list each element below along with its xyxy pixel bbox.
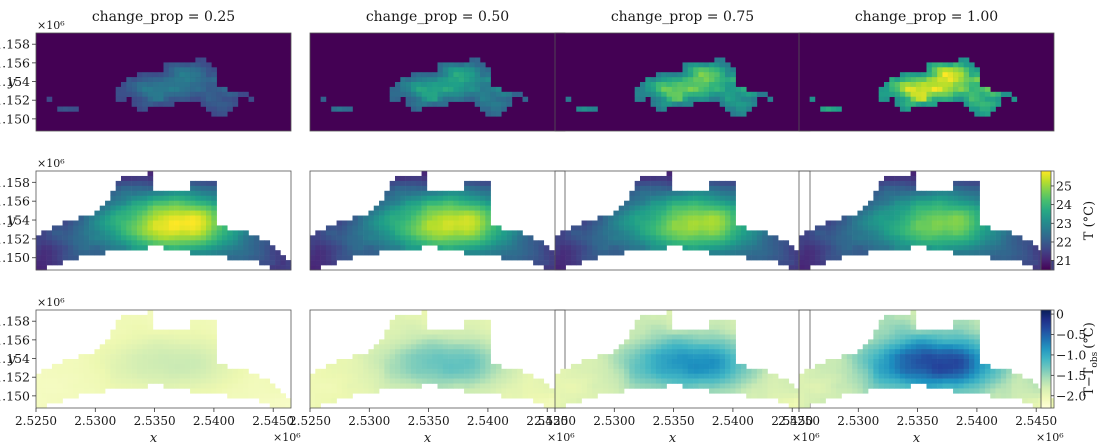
y-multiplier: ×10⁶ bbox=[37, 157, 65, 170]
panel-r3-c4 bbox=[798, 309, 1055, 409]
panel-r1-c1 bbox=[35, 32, 292, 132]
x-multiplier: ×10⁶ bbox=[273, 431, 301, 444]
colorbar-tick-label: −2.0 bbox=[1056, 388, 1086, 403]
colorbar-tick-label: 0 bbox=[1056, 307, 1064, 322]
y-tick-label: 1.158 bbox=[0, 37, 30, 52]
y-axis-label: y bbox=[7, 214, 16, 229]
x-tick-label: 2.5250 bbox=[289, 414, 331, 428]
y-tick-label: 1.156 bbox=[0, 55, 30, 70]
x-axis-label: x bbox=[424, 431, 432, 446]
y-tick-label: 1.150 bbox=[0, 250, 30, 265]
colorbar-tick-label: −1.0 bbox=[1056, 347, 1086, 362]
colorbar-tick-label: 22 bbox=[1056, 234, 1072, 249]
x-tick-label: 2.5350 bbox=[134, 414, 176, 428]
colorbar-label-temperature: T (°C) bbox=[1082, 201, 1097, 240]
x-multiplier: ×10⁶ bbox=[1036, 431, 1064, 444]
colorbar-tick-label: 21 bbox=[1056, 253, 1072, 268]
y-tick-label: 1.154 bbox=[0, 351, 30, 366]
colorbar-difference bbox=[1040, 309, 1052, 409]
y-tick-label: 1.150 bbox=[0, 111, 30, 126]
panel-r3-c1 bbox=[35, 309, 292, 409]
x-axis-label: x bbox=[669, 431, 677, 446]
panel-r2-c3 bbox=[554, 170, 811, 271]
colorbar-tick-label: −1.5 bbox=[1056, 368, 1086, 383]
colorbar-label-main: T−T bbox=[1082, 367, 1097, 396]
x-tick-label: 2.5450 bbox=[252, 414, 294, 428]
x-tick-label: 2.5400 bbox=[712, 414, 754, 428]
panel-frame bbox=[798, 32, 1055, 132]
x-tick-label: 2.5450 bbox=[526, 414, 568, 428]
x-tick-label: 2.5300 bbox=[593, 414, 635, 428]
column-title-2: change_prop = 0.50 bbox=[366, 9, 509, 25]
x-axis-label: x bbox=[913, 431, 921, 446]
panel-r3-c2 bbox=[309, 309, 566, 409]
y-tick-label: 1.152 bbox=[0, 93, 30, 108]
y-tick-label: 1.152 bbox=[0, 231, 30, 246]
colorbar-tick-label: 25 bbox=[1056, 178, 1072, 193]
x-tick-label: 2.5450 bbox=[1015, 414, 1057, 428]
panel-r3-c3 bbox=[554, 309, 811, 409]
colorbar-label-sub: obs bbox=[1090, 351, 1100, 367]
y-tick-label: 1.154 bbox=[0, 74, 30, 89]
colorbar-tick-label: −0.5 bbox=[1056, 327, 1086, 342]
y-tick-label: 1.152 bbox=[0, 370, 30, 385]
y-multiplier: ×10⁶ bbox=[37, 296, 65, 309]
panel-frame bbox=[35, 170, 292, 271]
y-tick-label: 1.158 bbox=[0, 314, 30, 329]
panel-frame bbox=[554, 309, 811, 409]
x-tick-label: 2.5350 bbox=[653, 414, 695, 428]
panel-frame bbox=[35, 309, 292, 409]
panel-r2-c1 bbox=[35, 170, 292, 271]
x-tick-label: 2.5400 bbox=[193, 414, 235, 428]
y-axis-label: y bbox=[7, 352, 16, 367]
column-title-1: change_prop = 0.25 bbox=[92, 9, 235, 25]
x-multiplier: ×10⁶ bbox=[792, 431, 820, 444]
x-tick-label: 2.5450 bbox=[771, 414, 813, 428]
x-tick-label: 2.5250 bbox=[778, 414, 820, 428]
x-tick-label: 2.5300 bbox=[837, 414, 879, 428]
panel-frame bbox=[798, 170, 1055, 271]
column-title-4: change_prop = 1.00 bbox=[855, 9, 998, 25]
colorbar-label-difference: T−Tobs (°C) bbox=[1082, 322, 1100, 396]
colorbar-tick-label: 23 bbox=[1056, 216, 1072, 231]
panel-frame bbox=[798, 309, 1055, 409]
y-tick-label: 1.154 bbox=[0, 213, 30, 228]
panel-frame bbox=[309, 170, 566, 271]
panel-r1-c2 bbox=[309, 32, 566, 132]
x-tick-label: 2.5300 bbox=[348, 414, 390, 428]
x-tick-label: 2.5250 bbox=[15, 414, 57, 428]
panel-r1-c3 bbox=[554, 32, 811, 132]
colorbar-temperature bbox=[1040, 170, 1052, 271]
panel-frame bbox=[554, 170, 811, 271]
y-axis-label: y bbox=[7, 75, 16, 90]
colorbar-label-unit: (°C) bbox=[1082, 322, 1097, 349]
x-tick-label: 2.5400 bbox=[467, 414, 509, 428]
panel-r2-c4 bbox=[798, 170, 1055, 271]
y-multiplier: ×10⁶ bbox=[37, 19, 65, 32]
y-tick-label: 1.156 bbox=[0, 332, 30, 347]
x-tick-label: 2.5250 bbox=[534, 414, 576, 428]
y-tick-label: 1.158 bbox=[0, 175, 30, 190]
y-tick-label: 1.156 bbox=[0, 194, 30, 209]
panel-frame bbox=[309, 309, 566, 409]
x-tick-label: 2.5350 bbox=[897, 414, 939, 428]
x-tick-label: 2.5300 bbox=[74, 414, 116, 428]
panel-r1-c4 bbox=[798, 32, 1055, 132]
x-multiplier: ×10⁶ bbox=[547, 431, 575, 444]
panel-r2-c2 bbox=[309, 170, 566, 271]
colorbar-tick-label: 24 bbox=[1056, 197, 1072, 212]
y-tick-label: 1.150 bbox=[0, 388, 30, 403]
x-tick-label: 2.5400 bbox=[956, 414, 998, 428]
column-title-3: change_prop = 0.75 bbox=[611, 9, 754, 25]
x-tick-label: 2.5350 bbox=[408, 414, 450, 428]
panel-frame bbox=[35, 32, 292, 132]
x-axis-label: x bbox=[150, 431, 158, 446]
